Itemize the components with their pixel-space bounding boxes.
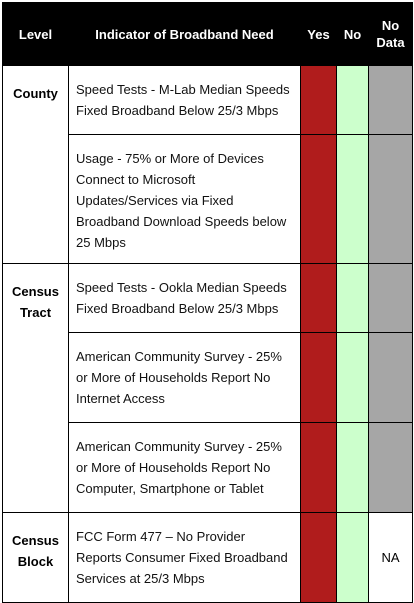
- no-cell: [336, 332, 369, 423]
- yes-header: Yes: [300, 2, 337, 66]
- header-row: Level Indicator of Broadband Need Yes No…: [2, 2, 413, 66]
- no-cell: [336, 134, 369, 264]
- indicator-cell: American Community Survey - 25% or More …: [68, 332, 301, 423]
- indicator-header: Indicator of Broadband Need: [68, 2, 301, 66]
- yes-cell: [300, 422, 337, 513]
- indicator-cell: FCC Form 477 – No Provider Reports Consu…: [68, 512, 301, 603]
- level-header: Level: [2, 2, 69, 66]
- table-row: Usage - 75% or More of Devices Connect t…: [3, 134, 413, 264]
- table-row: American Community Survey - 25% or More …: [3, 332, 413, 423]
- table-row: County Speed Tests - M-Lab Median Speeds…: [2, 65, 413, 264]
- indicator-cell: Speed Tests - M-Lab Median Speeds Fixed …: [68, 65, 301, 135]
- indicator-cell: American Community Survey - 25% or More …: [68, 422, 301, 513]
- no-cell: [336, 512, 369, 603]
- table-row: American Community Survey - 25% or More …: [3, 422, 413, 513]
- no-header: No: [336, 2, 369, 66]
- no-data-cell: [368, 422, 413, 513]
- yes-cell: [300, 134, 337, 264]
- no-data-cell: [368, 263, 413, 333]
- level-cell-census-block: Census Block: [2, 512, 69, 603]
- no-data-cell-na: NA: [368, 512, 413, 603]
- level-cell-county: County: [2, 65, 69, 264]
- indicator-cell: Speed Tests - Ookla Median Speeds Fixed …: [68, 263, 301, 333]
- no-cell: [336, 263, 369, 333]
- no-data-cell: [368, 65, 413, 135]
- no-cell: [336, 422, 369, 513]
- no-data-cell: [368, 332, 413, 423]
- table-row: Census Tract Speed Tests - Ookla Median …: [2, 263, 413, 513]
- no-data-header: No Data: [368, 2, 413, 66]
- table-row: Census Block FCC Form 477 – No Provider …: [2, 512, 413, 603]
- yes-cell: [300, 332, 337, 423]
- no-cell: [336, 65, 369, 135]
- indicator-cell: Usage - 75% or More of Devices Connect t…: [68, 134, 301, 264]
- yes-cell: [300, 65, 337, 135]
- no-data-cell: [368, 134, 413, 264]
- yes-cell: [300, 512, 337, 603]
- yes-cell: [300, 263, 337, 333]
- level-cell-census-tract: Census Tract: [2, 263, 69, 513]
